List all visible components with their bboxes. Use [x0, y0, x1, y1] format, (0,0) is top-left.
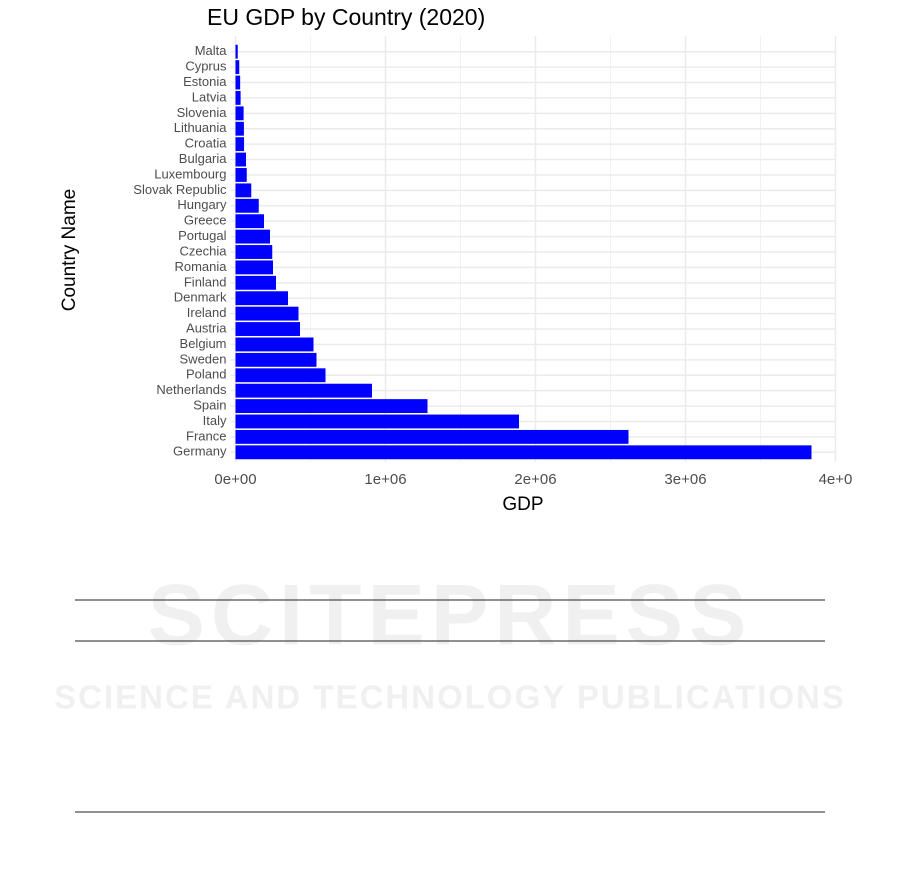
bar [235, 121, 244, 136]
y-tick-label: Croatia [185, 136, 228, 151]
y-tick-label: Czechia [180, 243, 228, 258]
y-tick-label: Finland [184, 274, 227, 289]
bar [235, 44, 238, 59]
bar [235, 168, 247, 182]
y-tick-label: Ireland [187, 305, 227, 320]
bar [235, 183, 252, 198]
y-tick-label: Germany [173, 444, 227, 459]
bar [235, 245, 273, 259]
bar [235, 229, 270, 244]
bar [235, 198, 259, 213]
x-tick-label: 4e+0 [819, 471, 853, 488]
y-tick-label: Malta [195, 43, 228, 58]
plot: 0e+00 1e+06 2e+06 3e+06 4e+0 MaltaCyprusEston… [133, 36, 852, 488]
y-tick-label: Greece [184, 213, 227, 228]
bar [235, 60, 240, 75]
x-axis-label: GDP [502, 494, 543, 515]
y-tick-label: Bulgaria [179, 151, 227, 166]
bar [235, 260, 273, 275]
y-tick-label: Romania [174, 259, 227, 274]
bar [235, 214, 264, 229]
y-tick-label: Spain [193, 398, 226, 413]
bar [235, 90, 241, 105]
bar [235, 322, 300, 336]
bar [235, 275, 276, 290]
y-tick-label: France [186, 428, 226, 443]
bar [235, 137, 245, 152]
y-tick-label: Denmark [174, 290, 227, 305]
bar [235, 399, 428, 414]
bar [235, 445, 812, 460]
y-tick-label: Latvia [192, 89, 227, 104]
y-tick-label: Lithuania [174, 120, 228, 135]
watermark-text: SCIENCE AND TECHNOLOGY PUBLICATIONS [54, 679, 846, 716]
y-tick-label: Poland [186, 367, 226, 382]
y-tick-label: Belgium [180, 336, 227, 351]
x-tick-label: 0e+00 [214, 471, 256, 488]
y-tick-label: Hungary [177, 197, 227, 212]
y-tick-label: Portugal [178, 228, 227, 243]
x-tick-label: 2e+06 [514, 471, 556, 488]
y-tick-label: Italy [203, 413, 227, 428]
watermark-text: SCITEPRESS [148, 568, 753, 664]
bar [235, 291, 288, 306]
y-tick-label: Luxembourg [154, 166, 226, 181]
y-tick-label: Sweden [180, 351, 227, 366]
bar [235, 414, 519, 429]
y-tick-label: Slovak Republic [133, 182, 227, 197]
bar [235, 306, 299, 321]
bar [235, 337, 314, 352]
bar [235, 368, 326, 383]
watermark: SCITEPRESS SCIENCE AND TECHNOLOGY PUBLIC… [54, 568, 846, 716]
chart-title: EU GDP by Country (2020) [207, 4, 485, 30]
bar [235, 75, 241, 90]
y-tick-label: Austria [186, 320, 227, 335]
y-tick-label: Cyprus [185, 59, 227, 74]
bar [235, 152, 246, 167]
bar [235, 429, 629, 444]
y-tick-label: Estonia [183, 74, 227, 89]
bar [235, 383, 372, 398]
x-tick-label: 3e+06 [664, 471, 706, 488]
y-tick-label: Netherlands [156, 382, 227, 397]
x-tick-label: 1e+06 [364, 471, 406, 488]
bar [235, 106, 244, 121]
bar [235, 352, 317, 367]
y-axis-label: Country Name [59, 189, 80, 312]
y-tick-label: Slovenia [177, 105, 228, 120]
